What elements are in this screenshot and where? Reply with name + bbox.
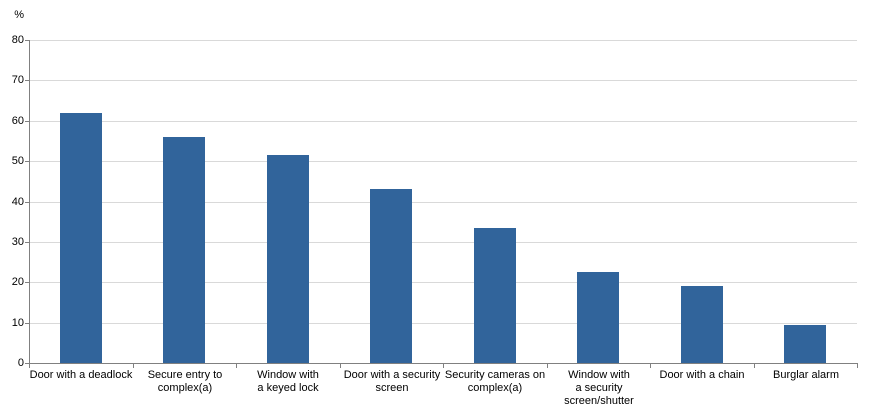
category-label-line: Door with a security [343,369,441,381]
category-label-line: a security [575,382,623,394]
bar-3 [370,189,412,363]
y-tick-label-60: 60 [11,115,24,127]
y-tick-mark-60 [25,121,29,122]
bar-6 [681,286,723,363]
x-tick-mark-6 [650,364,651,368]
category-label-line: screen/shutter [564,395,634,407]
y-tick-mark-40 [25,202,29,203]
x-tick-mark-2 [236,364,237,368]
category-label-4: Security cameras on complex(a) [440,369,550,395]
y-tick-mark-50 [25,161,29,162]
y-tick-mark-10 [25,323,29,324]
x-axis-line [29,363,858,364]
x-tick-mark-0 [29,364,30,368]
y-tick-label-10: 10 [11,317,24,329]
category-label-3: Door with a security screen [337,369,447,395]
bar-0 [60,113,102,363]
y-tick-mark-20 [25,282,29,283]
bar-4 [474,228,516,363]
y-tick-mark-0 [25,363,29,364]
y-tick-label-0: 0 [17,357,24,369]
y-axis-unit-label: % [14,9,24,21]
y-tick-mark-70 [25,80,29,81]
category-label-7: Burglar alarm [751,369,861,382]
category-label-line: Secure entry to [147,369,223,381]
gridline-70 [29,80,857,81]
category-label-line: Burglar alarm [772,369,840,381]
x-tick-mark-8 [857,364,858,368]
gridline-30 [29,242,857,243]
gridline-80 [29,40,857,41]
y-tick-label-50: 50 [11,155,24,167]
x-tick-mark-4 [443,364,444,368]
category-label-line: Window with [257,369,319,381]
category-label-line: screen [375,382,409,394]
category-label-line: a keyed lock [257,382,319,394]
x-tick-mark-5 [547,364,548,368]
category-label-line: Door with a deadlock [29,369,133,381]
category-label-6: Door with a chain [647,369,757,382]
category-label-line: Window with [568,369,630,381]
gridline-20 [29,282,857,283]
y-tick-label-30: 30 [11,236,24,248]
bar-7 [784,325,826,363]
bar-5 [577,272,619,363]
category-label-line: complex(a) [467,382,523,394]
bar-1 [163,137,205,363]
y-tick-mark-80 [25,40,29,41]
gridline-40 [29,202,857,203]
bar-2 [267,155,309,363]
y-axis-line [29,40,30,364]
y-tick-label-80: 80 [11,34,24,46]
gridline-50 [29,161,857,162]
y-tick-mark-30 [25,242,29,243]
x-tick-mark-3 [340,364,341,368]
category-label-2: Window with a keyed lock [233,369,343,395]
category-label-0: Door with a deadlock [26,369,136,382]
category-label-line: Security cameras on [444,369,546,381]
x-tick-mark-7 [754,364,755,368]
y-tick-label-70: 70 [11,74,24,86]
category-label-1: Secure entry to complex(a) [130,369,240,395]
y-tick-label-20: 20 [11,276,24,288]
gridline-60 [29,121,857,122]
category-label-line: complex(a) [157,382,213,394]
category-label-line: Door with a chain [659,369,745,381]
category-label-5: Window with a security screen/shutter [544,369,654,408]
gridline-10 [29,323,857,324]
y-tick-label-40: 40 [11,196,24,208]
x-tick-mark-1 [133,364,134,368]
